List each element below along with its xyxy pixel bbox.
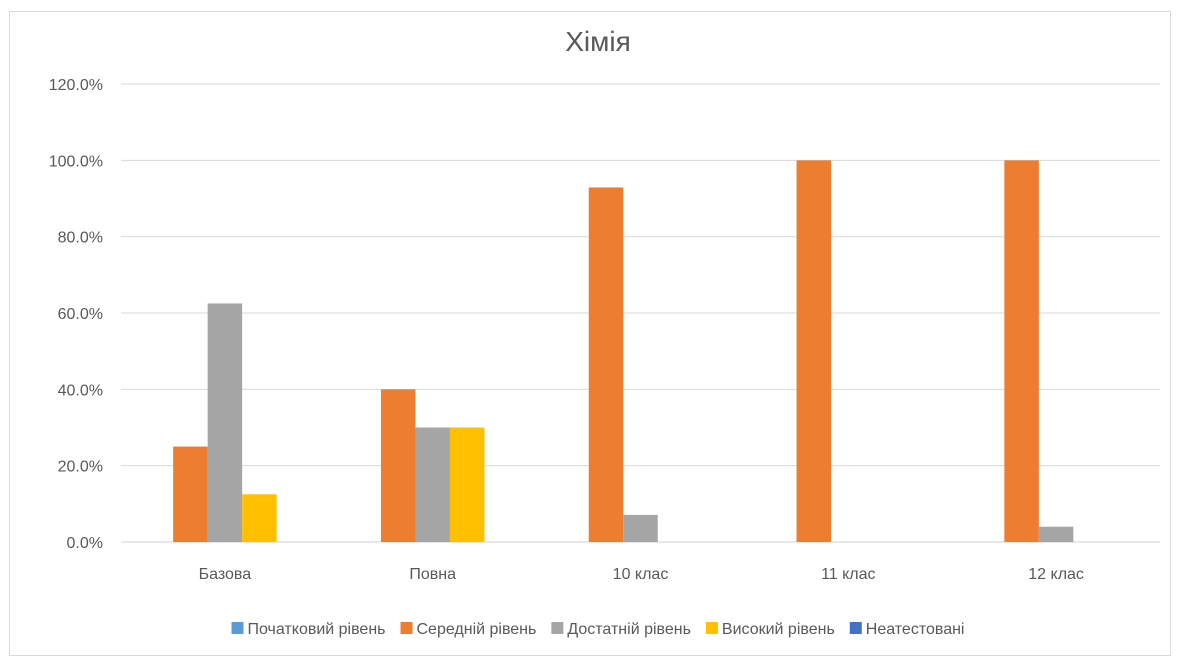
x-tick-label: 12 клас xyxy=(1028,566,1084,583)
legend-swatch xyxy=(849,622,862,634)
legend-swatch xyxy=(705,622,718,634)
x-tick-label: 11 клас xyxy=(821,566,875,583)
y-tick-label: 100.0% xyxy=(49,153,103,170)
legend-label: Високий рівень xyxy=(722,621,835,638)
bar-середній-рівень-2 xyxy=(588,187,624,542)
legend-label: Достатній рівень xyxy=(567,621,691,638)
chart-title: Хімія xyxy=(565,26,631,57)
bar-середній-рівень-0 xyxy=(173,446,208,542)
legend-swatch xyxy=(231,622,244,634)
bar-середній-рівень-4 xyxy=(1004,160,1039,543)
bar-середній-рівень-3 xyxy=(796,160,832,543)
y-tick-label: 40.0% xyxy=(58,382,103,399)
bar-достатній-рівень-1 xyxy=(415,427,450,542)
legend-label: Початковий рівень xyxy=(248,621,386,638)
y-tick-label: 0.0% xyxy=(67,535,103,552)
bar-достатній-рівень-0 xyxy=(207,303,243,542)
y-tick-label: 80.0% xyxy=(58,230,103,247)
y-axis-tick-labels: 0.0% 20.0% 40.0% 60.0% 80.0% 100.0% 120.0% xyxy=(49,77,103,552)
bars xyxy=(173,160,1074,543)
bar-достатній-рівень-4 xyxy=(1038,526,1074,542)
bar-високий-рівень-0 xyxy=(242,494,277,542)
bar-високий-рівень-1 xyxy=(449,427,485,542)
x-tick-label: 10 клас xyxy=(613,566,669,583)
y-tick-label: 20.0% xyxy=(58,459,103,476)
x-tick-label: Базова xyxy=(199,566,252,583)
x-axis-tick-labels: Базова Повна 10 клас 11 клас 12 клас xyxy=(199,566,1084,583)
legend-swatch xyxy=(400,622,413,634)
x-tick-label: Повна xyxy=(409,566,456,583)
chart-frame: Хімія 0.0% 20.0% 40.0% 60.0% 80.0% 100.0% 120.… xyxy=(9,11,1171,656)
legend-swatch xyxy=(551,622,564,634)
y-tick-label: 120.0% xyxy=(49,77,103,94)
legend-label: Неатестовані xyxy=(866,621,965,638)
y-tick-label: 60.0% xyxy=(58,306,103,323)
bar-достатній-рівень-2 xyxy=(623,514,658,542)
gridlines xyxy=(121,83,1160,543)
legend: Початковий рівень Середній рівень Достатні… xyxy=(231,621,965,638)
bar-chart: Хімія 0.0% 20.0% 40.0% 60.0% 80.0% 100.0% 120.… xyxy=(49,26,1160,638)
bar-середній-рівень-1 xyxy=(380,389,416,542)
legend-label: Середній рівень xyxy=(417,621,537,638)
